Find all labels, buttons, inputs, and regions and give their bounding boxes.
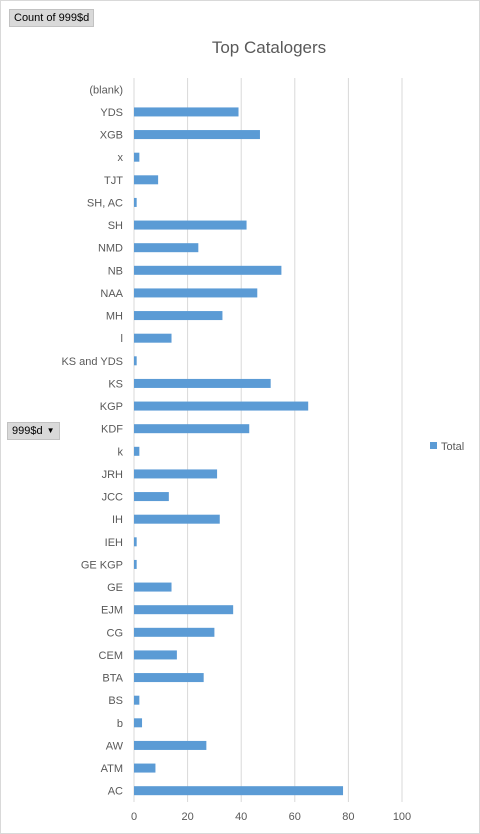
bar bbox=[134, 197, 137, 207]
y-tick-label: NMD bbox=[98, 243, 123, 255]
bar bbox=[134, 537, 137, 547]
y-tick-label: SH, AC bbox=[87, 197, 123, 209]
y-tick-label: NAA bbox=[100, 288, 123, 300]
y-tick-label: NB bbox=[108, 265, 123, 277]
y-tick-label: GE bbox=[107, 582, 123, 594]
bar bbox=[134, 311, 223, 321]
bar bbox=[134, 582, 172, 592]
y-tick-label: (blank) bbox=[89, 84, 123, 96]
x-tick-label: 40 bbox=[235, 811, 247, 823]
y-tick-label: MH bbox=[106, 311, 123, 323]
bar bbox=[134, 605, 234, 615]
bar bbox=[134, 378, 271, 388]
y-tick-label: ATM bbox=[101, 763, 123, 775]
bar bbox=[134, 786, 344, 796]
y-tick-label: KGP bbox=[100, 401, 123, 413]
bar bbox=[134, 265, 282, 275]
y-tick-label: GE KGP bbox=[81, 559, 123, 571]
y-tick-label: KDF bbox=[101, 424, 123, 436]
y-tick-label: SH bbox=[108, 220, 123, 232]
bar bbox=[134, 650, 177, 660]
x-tick-label: 60 bbox=[289, 811, 301, 823]
y-tick-label: BTA bbox=[102, 673, 123, 685]
bar bbox=[134, 152, 140, 162]
y-tick-label: XGB bbox=[100, 130, 123, 142]
y-tick-label: KS bbox=[108, 378, 123, 390]
bar bbox=[134, 695, 140, 705]
bar bbox=[134, 740, 207, 750]
x-tick-label: 100 bbox=[393, 811, 411, 823]
bar bbox=[134, 130, 260, 140]
legend: Total bbox=[430, 441, 464, 453]
bar bbox=[134, 492, 169, 502]
x-tick-label: 20 bbox=[181, 811, 193, 823]
value-field-label: Count of 999$d bbox=[14, 12, 90, 24]
bar bbox=[134, 627, 215, 637]
bar bbox=[134, 718, 143, 728]
row-field-button[interactable]: 999$d ▼ bbox=[7, 422, 60, 440]
y-tick-label: b bbox=[117, 718, 123, 730]
y-tick-label: AW bbox=[106, 740, 124, 752]
y-tick-label: IH bbox=[112, 514, 123, 526]
bar bbox=[134, 514, 220, 524]
bar bbox=[134, 243, 199, 253]
bar bbox=[134, 333, 172, 343]
bar bbox=[134, 401, 309, 411]
y-tick-label: KS and YDS bbox=[61, 356, 123, 368]
y-tick-label: l bbox=[121, 333, 123, 345]
y-tick-label: CG bbox=[107, 627, 124, 639]
y-tick-label: EJM bbox=[101, 605, 123, 617]
y-tick-label: x bbox=[118, 152, 124, 164]
y-tick-label: TJT bbox=[104, 175, 123, 187]
bar bbox=[134, 107, 239, 117]
y-tick-label: JRH bbox=[102, 469, 123, 481]
y-tick-label: CEM bbox=[99, 650, 123, 662]
x-tick-label: 80 bbox=[342, 811, 354, 823]
value-field-button[interactable]: Count of 999$d bbox=[9, 9, 95, 27]
y-tick-label: IEH bbox=[105, 537, 123, 549]
bar bbox=[134, 220, 247, 230]
y-tick-label: BS bbox=[108, 695, 123, 707]
y-tick-label: YDS bbox=[100, 107, 123, 119]
row-field-label: 999$d bbox=[12, 425, 43, 437]
bar bbox=[134, 356, 137, 366]
bar bbox=[134, 424, 250, 434]
legend-label: Total bbox=[441, 441, 465, 453]
bar bbox=[134, 175, 159, 185]
bar bbox=[134, 469, 218, 479]
x-tick-label: 0 bbox=[131, 811, 137, 823]
y-tick-label: AC bbox=[108, 786, 123, 798]
y-tick-label: k bbox=[118, 446, 124, 458]
bar bbox=[134, 673, 204, 683]
bar bbox=[134, 559, 137, 569]
bar bbox=[134, 288, 258, 298]
legend-swatch bbox=[430, 442, 437, 449]
bar bbox=[134, 763, 156, 773]
triangle-down-icon[interactable]: ▼ bbox=[46, 426, 55, 435]
y-tick-label: JCC bbox=[102, 492, 123, 504]
bar bbox=[134, 446, 140, 456]
chart-title: Top Catalogers bbox=[211, 38, 327, 57]
